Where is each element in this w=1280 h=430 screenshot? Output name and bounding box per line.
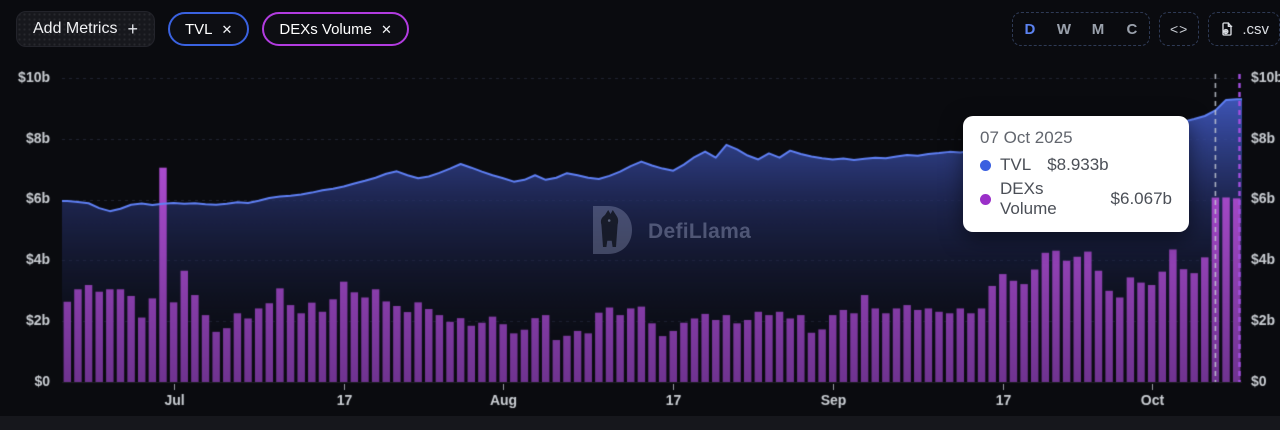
dexs-volume-series-dot <box>980 193 991 205</box>
metric-pill-tvl-label: TVL <box>184 20 213 38</box>
chart-tooltip: 07 Oct 2025 TVL $8.933b DEXs Volume $6.0… <box>963 116 1189 232</box>
download-csv-button[interactable]: .csv <box>1208 12 1280 46</box>
download-csv-label: .csv <box>1242 20 1269 38</box>
tooltip-dexs-value: $6.067b <box>1110 189 1172 208</box>
tooltip-date: 07 Oct 2025 <box>980 128 1073 147</box>
remove-dexs-volume-icon[interactable]: ✕ <box>380 21 392 37</box>
metric-pill-dexs-label: DEXs Volume <box>279 20 372 38</box>
remove-tvl-icon[interactable]: ✕ <box>221 21 233 37</box>
tooltip-tvl-value: $8.933b <box>1047 155 1109 174</box>
file-download-icon <box>1219 21 1235 37</box>
add-metrics-label: Add Metrics <box>33 20 118 37</box>
add-metrics-button[interactable]: Add Metrics + <box>16 11 155 47</box>
metric-pill-tvl[interactable]: TVL ✕ <box>167 12 250 46</box>
tooltip-dexs-label: DEXs Volume <box>1000 179 1057 218</box>
tooltip-row-dexs-volume: DEXs Volume $6.067b <box>980 179 1172 219</box>
interval-monthly-button[interactable]: M <box>1081 13 1115 45</box>
tooltip-row-tvl: TVL $8.933b <box>980 155 1172 175</box>
metric-pill-dexs-volume[interactable]: DEXs Volume ✕ <box>262 12 409 46</box>
embed-code-icon: <> <box>1169 21 1189 37</box>
toolbar-right-group: D W M C <> .csv <box>1011 12 1280 46</box>
interval-switcher: D W M C <box>1011 12 1150 46</box>
interval-cumulative-button[interactable]: C <box>1115 13 1149 45</box>
interval-daily-button[interactable]: D <box>1013 13 1047 45</box>
tvl-series-dot <box>980 159 991 171</box>
tooltip-tvl-label: TVL <box>1000 155 1032 174</box>
chart-toolbar: Add Metrics + TVL ✕ DEXs Volume ✕ D W M … <box>0 0 1280 58</box>
panel-bottom-strip <box>0 416 1280 430</box>
plus-icon: + <box>127 18 138 39</box>
embed-code-button[interactable]: <> <box>1158 12 1200 46</box>
interval-weekly-button[interactable]: W <box>1047 13 1081 45</box>
